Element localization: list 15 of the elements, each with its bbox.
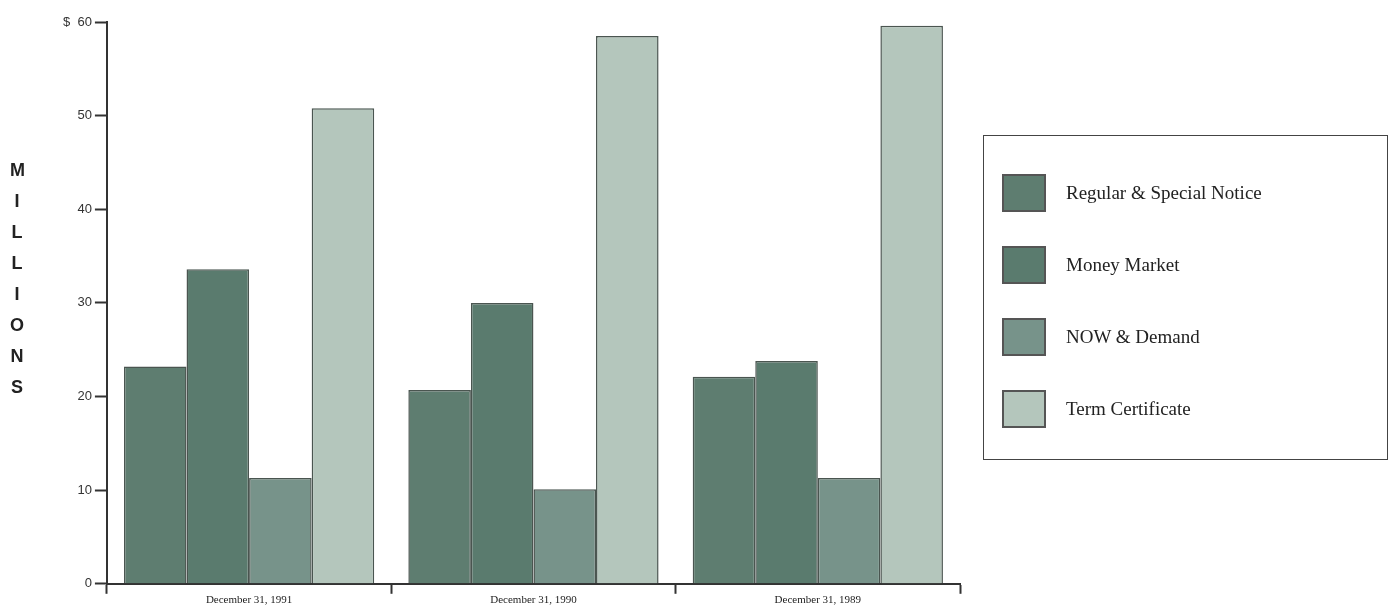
y-tick-label: 40	[77, 200, 92, 216]
legend-label: Money Market	[1066, 254, 1180, 276]
x-tick-label: December 31, 1990	[490, 593, 578, 606]
legend-label: Regular & Special Notice	[1066, 182, 1262, 204]
legend-label: NOW & Demand	[1066, 326, 1200, 348]
x-tick-label: December 31, 1991	[205, 593, 293, 606]
x-tick-label: December 31, 1989	[774, 593, 862, 606]
y-axis-title: MILLIONS	[10, 159, 25, 399]
y-tick-label: 0	[84, 575, 92, 591]
legend-label: Term Certificate	[1066, 398, 1191, 420]
y-tick-label: 20	[77, 388, 92, 404]
y-tick-label: 50	[77, 107, 92, 123]
y-tick-label: 30	[77, 294, 92, 310]
y-tick-label: 10	[77, 481, 92, 497]
y-tick-label: $ 60	[62, 13, 92, 29]
